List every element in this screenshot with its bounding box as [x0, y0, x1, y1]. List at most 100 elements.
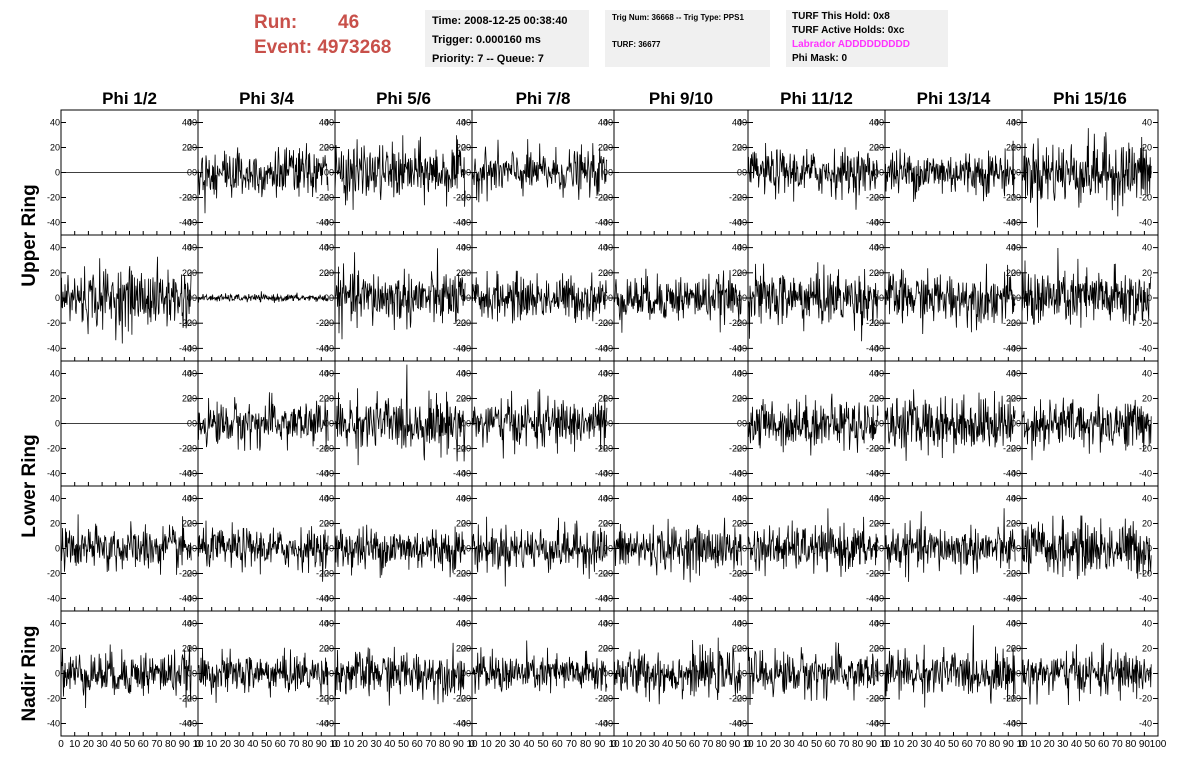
y-tick-label: 40	[737, 118, 747, 128]
x-tick-label: 90	[729, 739, 741, 750]
x-tick-label: 20	[495, 739, 507, 750]
waveform-trace	[1021, 393, 1152, 461]
x-tick-label: 0	[469, 739, 475, 750]
y-tick-label: 0	[329, 669, 334, 679]
y-tick-label: 0	[879, 293, 884, 303]
y-tick-label: 20	[874, 394, 884, 404]
y-tick-label: -40	[1003, 594, 1016, 604]
time-info-box: Time: 2008-12-25 00:38:40 Trigger: 0.000…	[425, 10, 589, 67]
y-tick-label: 40	[1011, 118, 1021, 128]
y-tick-label: -40	[729, 719, 742, 729]
y-tick-label: 20	[324, 519, 334, 529]
y-tick-label: 20	[1011, 519, 1021, 529]
y-tick-label: 0	[1011, 419, 1016, 429]
y-tick-label: -40	[316, 719, 329, 729]
x-tick-label: 70	[566, 739, 578, 750]
y-tick-label: -20	[729, 569, 742, 579]
y-tick-label: 0	[1016, 419, 1021, 429]
x-tick-label: 50	[811, 739, 823, 750]
x-tick-label: 40	[384, 739, 396, 750]
y-tick-label: 40	[874, 369, 884, 379]
y-tick-label: 40	[319, 369, 329, 379]
y-tick-label: -20	[600, 318, 613, 328]
y-tick-label: -20	[316, 193, 329, 203]
y-tick-label: -20	[1139, 694, 1152, 704]
y-tick-label: 20	[874, 268, 884, 278]
y-tick-label: 20	[869, 394, 879, 404]
y-tick-label: 0	[879, 669, 884, 679]
y-tick-label: -20	[866, 569, 879, 579]
y-tick-label: 40	[1142, 243, 1152, 253]
y-tick-label: -20	[734, 569, 747, 579]
y-tick-label: -40	[179, 594, 192, 604]
waveform-trace	[884, 263, 1016, 335]
y-tick-label: 0	[1016, 168, 1021, 178]
y-tick-label: 20	[187, 143, 197, 153]
y-tick-label: -20	[179, 569, 192, 579]
y-tick-label: -20	[458, 569, 471, 579]
y-tick-label: -20	[734, 694, 747, 704]
y-tick-label: 20	[461, 143, 471, 153]
x-tick-label: 0	[745, 739, 751, 750]
x-tick-label: 60	[552, 739, 564, 750]
y-tick-label: -20	[1003, 444, 1016, 454]
y-tick-label: -40	[734, 719, 747, 729]
turf-active-text: TURF Active Holds: 0xc	[792, 25, 905, 36]
trig-info-box: Trig Num: 36668 -- Trig Type: PPS1 TURF:…	[605, 10, 770, 67]
x-tick-label: 50	[1084, 739, 1096, 750]
y-tick-label: 40	[456, 369, 466, 379]
y-tick-label: 40	[324, 243, 334, 253]
y-tick-label: -40	[595, 594, 608, 604]
y-tick-label: 0	[324, 293, 329, 303]
x-tick-label: 70	[702, 739, 714, 750]
y-tick-label: 40	[598, 494, 608, 504]
y-tick-label: -40	[316, 343, 329, 353]
y-tick-label: 0	[192, 669, 197, 679]
y-tick-label: -40	[866, 469, 879, 479]
y-tick-label: -20	[871, 694, 884, 704]
y-tick-label: 0	[192, 544, 197, 554]
y-tick-label: 40	[319, 619, 329, 629]
y-tick-label: -20	[1139, 569, 1152, 579]
x-tick-label: 60	[825, 739, 837, 750]
y-tick-label: -40	[600, 594, 613, 604]
y-tick-label: 0	[737, 544, 742, 554]
y-tick-label: 40	[187, 243, 197, 253]
y-tick-label: -20	[458, 318, 471, 328]
y-tick-label: -40	[1008, 719, 1021, 729]
waveform-trace	[334, 524, 466, 578]
y-tick-label: -40	[316, 218, 329, 228]
y-tick-label: -20	[595, 694, 608, 704]
x-tick-label: 80	[1125, 739, 1137, 750]
y-tick-label: -40	[871, 719, 884, 729]
turf-info-box: TURF This Hold: 0x8 TURF Active Holds: 0…	[786, 10, 948, 67]
waveform-trace	[613, 637, 742, 705]
y-tick-label: -40	[871, 218, 884, 228]
y-tick-label: -20	[1139, 318, 1152, 328]
y-tick-label: -20	[1139, 193, 1152, 203]
x-tick-label: 40	[934, 739, 946, 750]
waveform-trace	[471, 640, 608, 694]
x-tick-label: 20	[357, 739, 369, 750]
y-tick-label: 20	[874, 519, 884, 529]
y-tick-label: 0	[55, 293, 60, 303]
y-tick-label: 20	[1006, 268, 1016, 278]
y-tick-label: -20	[600, 694, 613, 704]
y-tick-label: 20	[732, 143, 742, 153]
y-tick-label: -20	[734, 193, 747, 203]
y-tick-label: -20	[1008, 444, 1021, 454]
y-tick-label: -40	[729, 218, 742, 228]
x-tick-label: 10	[206, 739, 218, 750]
waveform-trace	[471, 139, 608, 203]
x-tick-label: 90	[453, 739, 465, 750]
y-tick-label: -40	[1008, 218, 1021, 228]
y-tick-label: 20	[603, 644, 613, 654]
y-tick-label: -20	[179, 694, 192, 704]
waveform-trace	[884, 625, 1016, 708]
y-tick-label: -20	[179, 193, 192, 203]
x-tick-label: 10	[481, 739, 493, 750]
waveform-trace	[613, 517, 742, 583]
y-tick-label: -40	[458, 469, 471, 479]
y-tick-label: -40	[866, 343, 879, 353]
y-tick-label: 40	[456, 243, 466, 253]
